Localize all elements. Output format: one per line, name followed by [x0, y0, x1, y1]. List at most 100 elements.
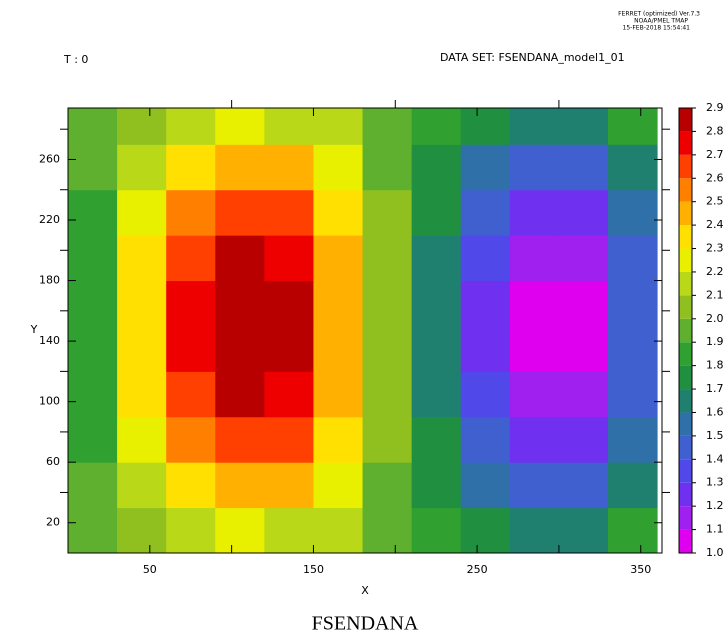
colorbar-label: 2.9: [706, 101, 724, 114]
contour-cell: [362, 144, 413, 191]
chart-title: FSENDANA: [312, 613, 419, 635]
contour-cell: [509, 235, 560, 282]
x-tick-label: 150: [303, 563, 324, 576]
contour-cell: [313, 462, 364, 509]
contour-cell: [558, 280, 609, 327]
contour-cell: [68, 462, 118, 509]
contour-cell: [608, 416, 658, 463]
contour-cell: [117, 325, 167, 372]
contour-cell: [558, 189, 609, 236]
contour-cell: [264, 108, 314, 145]
contour-cell: [460, 507, 511, 553]
colorbar-swatch: [679, 318, 692, 343]
contour-cell: [166, 416, 216, 463]
contour-cell: [117, 189, 167, 236]
contour-cell: [558, 235, 609, 282]
contour-cell: [313, 108, 364, 145]
contour-cell: [215, 371, 265, 418]
contour-cell: [166, 507, 216, 553]
contour-cell: [460, 462, 511, 509]
colorbar-label: 1.1: [706, 523, 724, 536]
colorbar-label: 2.5: [706, 195, 724, 208]
y-tick-label: 180: [39, 274, 60, 287]
y-axis-label: Y: [30, 323, 38, 336]
colorbar-swatch: [679, 201, 692, 226]
contour-cell: [411, 371, 462, 418]
contour-cell: [411, 507, 462, 553]
contour-cell: [117, 280, 167, 327]
colorbar-label: 1.2: [706, 499, 724, 512]
contour-cell: [608, 462, 658, 509]
contour-cell: [117, 462, 167, 509]
contour-cell: [117, 371, 167, 418]
colorbar-label: 2.7: [706, 148, 724, 161]
time-label: T : 0: [63, 53, 88, 66]
contour-cell: [558, 371, 609, 418]
colorbar-swatch: [679, 342, 692, 366]
contour-cell: [117, 416, 167, 463]
contour-cell: [313, 371, 364, 418]
y-tick-label: 140: [39, 334, 60, 347]
contour-cell: [215, 325, 265, 372]
y-tick-label: 100: [39, 395, 60, 408]
contour-cell: [460, 189, 511, 236]
contour-cell: [362, 235, 413, 282]
colorbar-swatch: [679, 412, 692, 436]
contour-cell: [509, 371, 560, 418]
contour-cell: [215, 144, 265, 191]
contour-cell: [558, 144, 609, 191]
contour-cell: [68, 325, 118, 372]
contour-cell: [313, 189, 364, 236]
contour-cell: [362, 108, 413, 145]
y-tick-label: 220: [39, 213, 60, 226]
contour-cell: [215, 416, 265, 463]
contour-cell: [362, 507, 413, 553]
contour-cell: [166, 189, 216, 236]
colorbar-label: 2.1: [706, 288, 724, 301]
contour-cell: [558, 462, 609, 509]
x-tick-label: 250: [467, 563, 488, 576]
contour-cell: [166, 371, 216, 418]
contour-cell: [558, 416, 609, 463]
colorbar-label: 1.9: [706, 335, 724, 348]
colorbar-frame: [678, 107, 693, 554]
contour-cell: [460, 108, 511, 145]
contour-cell: [117, 144, 167, 191]
contour-cell: [460, 144, 511, 191]
contour-cell: [411, 235, 462, 282]
colorbar-label: 2.4: [706, 218, 724, 231]
contour-field: [68, 108, 658, 553]
colorbar-label: 2.8: [706, 124, 724, 137]
contour-cell: [608, 371, 658, 418]
contour-cell: [264, 416, 314, 463]
contour-cell: [509, 507, 560, 553]
colorbar-swatch: [679, 131, 692, 155]
contour-cell: [68, 189, 118, 236]
contour-cell: [215, 235, 265, 282]
colorbar-swatch: [679, 482, 692, 507]
contour-cell: [68, 108, 118, 145]
contour-cell: [166, 108, 216, 145]
colorbar-swatch: [679, 225, 692, 249]
contour-cell: [264, 462, 314, 509]
colorbar-swatch: [679, 529, 692, 553]
x-axis-label: X: [361, 584, 369, 597]
contour-cell: [264, 371, 314, 418]
colorbar-swatch: [679, 154, 692, 179]
contour-cell: [558, 325, 609, 372]
plot-frame: [67, 107, 663, 554]
contour-cell: [264, 325, 314, 372]
colorbar-label: 2.6: [706, 171, 724, 184]
colorbar-label: 1.8: [706, 359, 724, 372]
contour-cell: [117, 108, 167, 145]
contour-cell: [68, 144, 118, 191]
contour-cell: [558, 507, 609, 553]
colorbar-swatch: [679, 506, 692, 530]
y-tick-label: 260: [39, 152, 60, 165]
contour-cell: [509, 108, 560, 145]
contour-cell: [608, 189, 658, 236]
contour-cell: [166, 235, 216, 282]
contour-cell: [460, 325, 511, 372]
colorbar-label: 1.6: [706, 405, 724, 418]
